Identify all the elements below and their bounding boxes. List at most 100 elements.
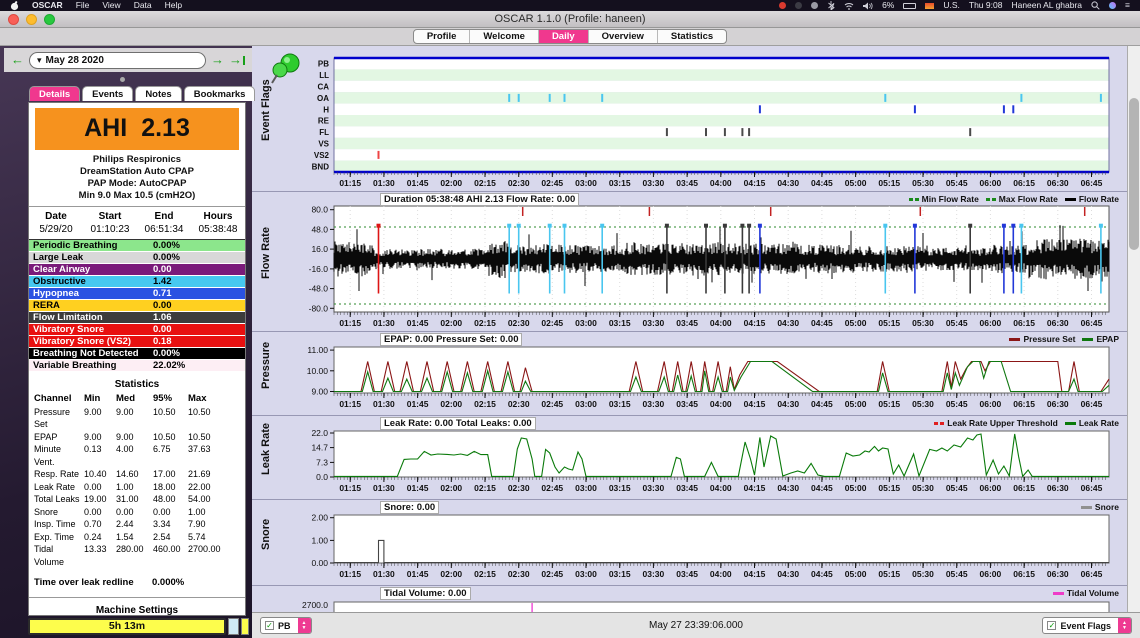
notification-badge-icon[interactable]	[779, 2, 787, 9]
svg-text:05:15: 05:15	[878, 318, 900, 328]
pushpin-icon[interactable]	[270, 52, 302, 86]
menu-help[interactable]: Help	[164, 0, 183, 10]
menu-oscar[interactable]: OSCAR	[32, 0, 63, 10]
previous-day-arrow[interactable]: ←	[11, 52, 24, 67]
svg-text:06:00: 06:00	[980, 318, 1002, 328]
input-flag-icon[interactable]	[925, 2, 935, 9]
tidal-volume-panel: Tidal Volume: 0.00 Tidal Volume 2700.0	[252, 586, 1127, 612]
main-tab-statistics[interactable]: Statistics	[656, 30, 726, 43]
menu-data[interactable]: Data	[133, 0, 152, 10]
zoom-window-button[interactable]	[44, 13, 55, 25]
session-length-button[interactable]: 5h 13m	[28, 618, 226, 635]
sidebar-scroll-piece2[interactable]	[241, 618, 249, 635]
menubar-user[interactable]: Haneen AL ghabra	[1011, 0, 1083, 10]
svg-text:02:30: 02:30	[508, 178, 530, 188]
svg-text:03:15: 03:15	[609, 178, 631, 188]
event-flags-checkbox[interactable]: ✓	[1047, 621, 1057, 630]
wifi-icon[interactable]	[844, 2, 854, 10]
event-row[interactable]: Flow Limitation 1.06	[29, 312, 245, 324]
control-center-icon[interactable]: ≡	[1125, 0, 1130, 10]
ahi-banner: AHI 2.13	[35, 108, 239, 150]
svg-text:06:15: 06:15	[1013, 569, 1035, 579]
snore-panel: Snore Snore: 0.00 Snore 2.00 1.00 0.00 01:1…	[252, 500, 1127, 586]
session-value: 06:51:34	[144, 224, 184, 235]
svg-text:05:45: 05:45	[946, 569, 968, 579]
latest-day-arrow[interactable]: →	[229, 53, 245, 66]
stat-row: EPAP 9.00 9.00 10.50 10.50	[34, 431, 211, 442]
apple-logo-icon[interactable]	[10, 0, 19, 11]
event-row[interactable]: Vibratory Snore 0.00	[29, 324, 245, 336]
sidebar-tab-notes[interactable]: Notes	[135, 86, 182, 101]
svg-text:05:30: 05:30	[912, 318, 934, 328]
flow-rate-chart[interactable]: 80.0 48.0 16.0 -16.0 -48.0 -80.0 01:15 01:30 01:…	[252, 192, 1115, 332]
input-source[interactable]: U.S.	[943, 0, 960, 10]
main-tab-profile[interactable]: Profile	[426, 31, 457, 42]
event-row[interactable]: Vibratory Snore (VS2) 0.18	[29, 336, 245, 348]
legend-item: Tidal Volume	[1052, 588, 1119, 598]
menubar-clock[interactable]: Thu 9:08	[968, 0, 1003, 10]
svg-text:04:45: 04:45	[811, 399, 833, 409]
event-row[interactable]: Hypopnea 0.71	[29, 288, 245, 300]
sidebar-scroll-piece[interactable]	[228, 618, 239, 635]
session-value: 01:10:23	[90, 224, 130, 235]
menu-view[interactable]: View	[102, 0, 121, 10]
svg-text:02:15: 02:15	[474, 399, 496, 409]
svg-text:05:15: 05:15	[878, 399, 900, 409]
event-row[interactable]: RERA 0.00	[29, 300, 245, 312]
session-header: Start	[98, 211, 122, 222]
battery-icon[interactable]	[903, 2, 917, 9]
svg-text:03:00: 03:00	[575, 483, 597, 493]
splitter-handle[interactable]	[120, 77, 125, 82]
legend-item: Min Flow Rate	[908, 194, 979, 204]
vertical-scrollbar[interactable]	[1127, 46, 1140, 612]
svg-text:05:30: 05:30	[912, 178, 934, 188]
event-row[interactable]: Clear Airway 0.00	[29, 264, 245, 276]
event-flags-chart[interactable]: PB LL CA OA H RE FL VS VS2 BND 01:15 01:30 01:45 02:0…	[252, 46, 1115, 192]
event-row[interactable]: Obstructive 1.42	[29, 276, 245, 288]
svg-text:05:45: 05:45	[946, 178, 968, 188]
svg-text:VS: VS	[318, 140, 329, 149]
svg-text:PB: PB	[318, 60, 329, 69]
sidebar-tab-bookmarks[interactable]: Bookmarks	[183, 86, 256, 101]
event-flags-combo[interactable]: ✓ Event Flags ▲ ▼	[1042, 617, 1132, 634]
sidebar-tab-details[interactable]: Details	[29, 86, 81, 101]
svg-text:05:15: 05:15	[878, 178, 900, 188]
svg-text:03:30: 03:30	[643, 569, 665, 579]
siri-icon[interactable]	[1109, 2, 1117, 9]
svg-text:05:00: 05:00	[845, 399, 867, 409]
machine-model: DreamStation Auto CPAP	[79, 166, 194, 177]
event-row[interactable]: Periodic Breathing 0.00%	[29, 240, 245, 252]
leak-rate-chart[interactable]: 22.0 14.7 7.3 0.0 01:15 01:30 01:45 02:00 02:15 0…	[252, 416, 1115, 500]
pb-checkbox[interactable]: ✓	[265, 621, 274, 630]
date-select[interactable]: ▾ May 28 2020	[29, 51, 206, 69]
legend-item: Leak Rate Upper Threshold	[934, 418, 1058, 428]
main-tab-daily[interactable]: Daily	[537, 30, 588, 43]
next-day-arrow[interactable]: →	[211, 52, 224, 67]
event-row[interactable]: Variable Breathing 22.02%	[29, 360, 245, 372]
pressure-chart[interactable]: 11.00 10.00 9.00 01:15 01:30 01:45 02:00 02:15 0…	[252, 332, 1115, 416]
event-row[interactable]: Breathing Not Detected 0.00%	[29, 348, 245, 360]
main-tab-welcome[interactable]: Welcome	[469, 30, 538, 43]
volume-icon[interactable]	[863, 2, 873, 10]
close-window-button[interactable]	[8, 13, 19, 25]
snore-chart[interactable]: 2.00 1.00 0.00 01:15 01:30 01:45 02:00 02:15 02:…	[252, 500, 1115, 586]
bluetooth-icon[interactable]	[827, 1, 835, 10]
status-gray-icon[interactable]	[811, 2, 819, 9]
pb-combo[interactable]: ✓ PB ▲ ▼	[260, 617, 312, 634]
pb-stepper[interactable]: ▲ ▼	[297, 618, 311, 633]
svg-text:03:15: 03:15	[609, 569, 631, 579]
menu-file[interactable]: File	[75, 0, 90, 10]
status-dark-icon[interactable]	[795, 2, 803, 9]
scrollbar-thumb[interactable]	[1129, 98, 1139, 250]
main-tab-overview[interactable]: Overview	[587, 30, 657, 43]
svg-text:80.0: 80.0	[311, 205, 328, 215]
event-flags-stepper[interactable]: ▲ ▼	[1118, 618, 1131, 633]
event-row[interactable]: Large Leak 0.00%	[29, 252, 245, 264]
minimize-window-button[interactable]	[26, 13, 37, 25]
svg-text:02:30: 02:30	[508, 318, 530, 328]
spotlight-search-icon[interactable]	[1091, 1, 1100, 10]
tidal-volume-chart[interactable]: 2700.0	[252, 586, 1115, 612]
session-value: 05:38:48	[198, 224, 238, 235]
svg-text:04:30: 04:30	[777, 483, 799, 493]
sidebar-tab-events[interactable]: Events	[82, 86, 134, 101]
